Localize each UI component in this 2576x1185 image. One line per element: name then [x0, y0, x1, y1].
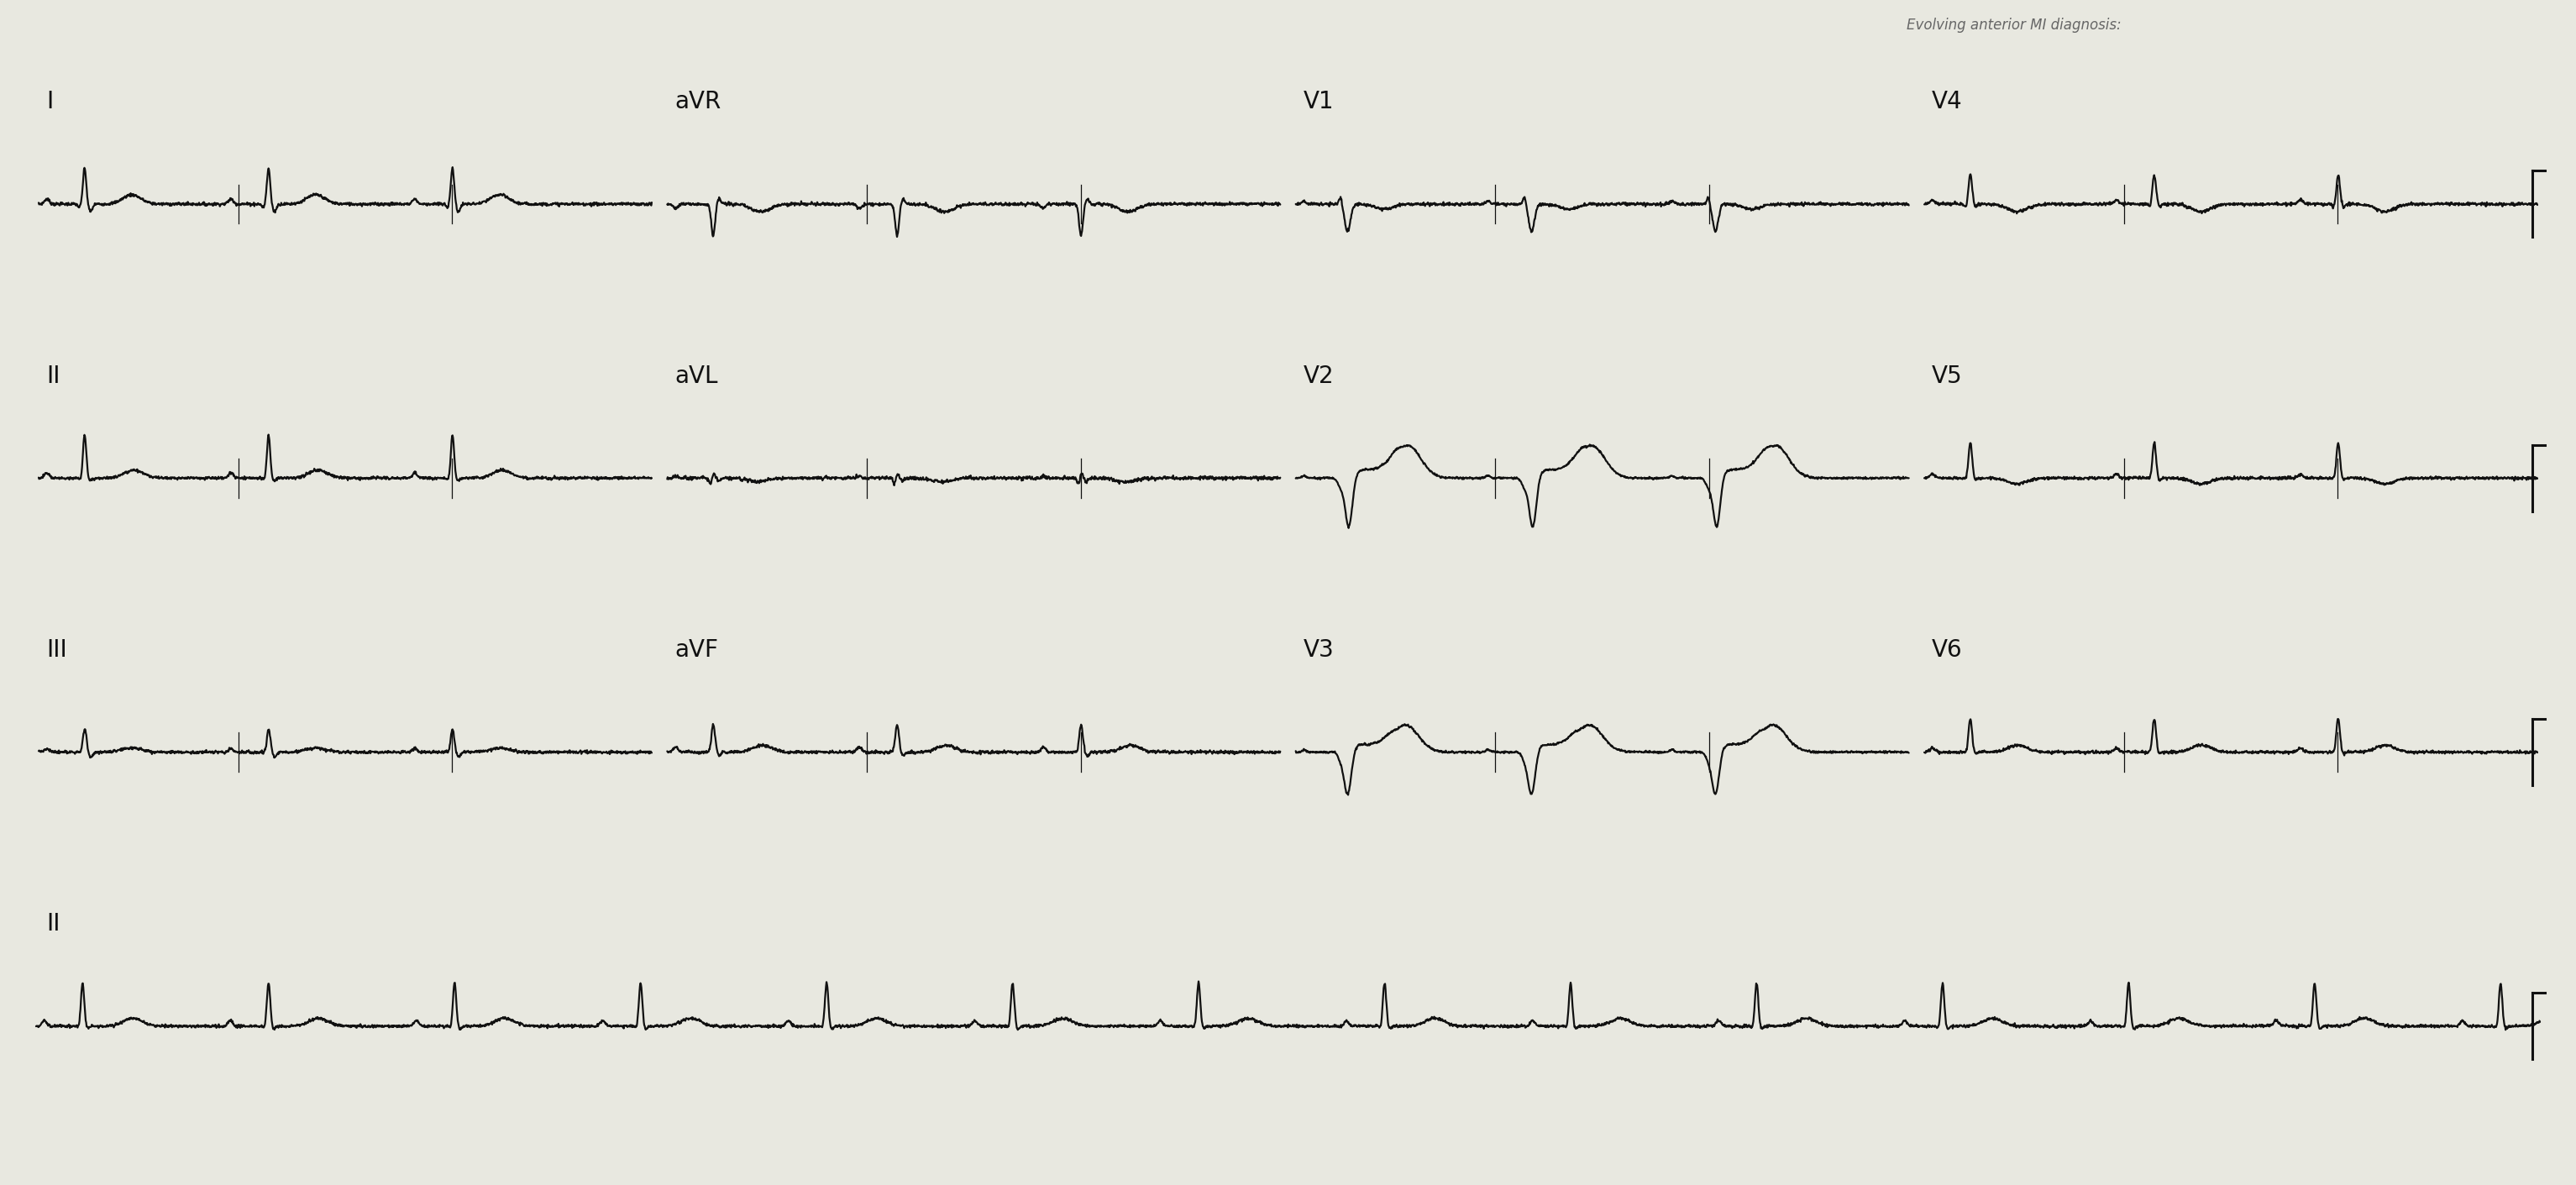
Text: V4: V4: [1932, 90, 1963, 114]
Text: V1: V1: [1303, 90, 1334, 114]
Text: Evolving anterior MI diagnosis:: Evolving anterior MI diagnosis:: [1906, 18, 2120, 33]
Text: II: II: [46, 364, 59, 387]
Text: V3: V3: [1303, 639, 1334, 661]
Text: aVL: aVL: [675, 364, 719, 387]
Text: V5: V5: [1932, 364, 1963, 387]
Text: aVR: aVR: [675, 90, 721, 114]
Text: aVF: aVF: [675, 639, 719, 661]
Text: II: II: [46, 912, 59, 936]
Text: V2: V2: [1303, 364, 1334, 387]
Text: I: I: [46, 90, 54, 114]
Text: III: III: [46, 639, 67, 661]
Text: V6: V6: [1932, 639, 1963, 661]
